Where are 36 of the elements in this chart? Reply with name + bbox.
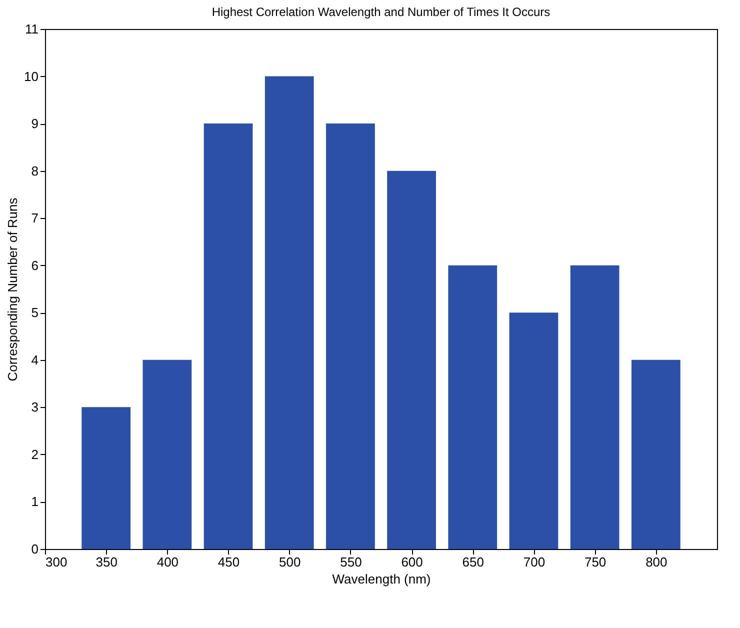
y-tick-label: 7 [31, 210, 38, 226]
bar [326, 124, 375, 549]
x-tick-label: 400 [156, 554, 179, 570]
y-tick-label: 11 [25, 22, 38, 36]
bar [509, 312, 558, 549]
x-tick-label: 350 [96, 554, 118, 570]
y-tick-label: 0 [31, 542, 38, 556]
y-tick-label: 10 [24, 68, 38, 84]
bar [204, 124, 253, 549]
x-tick-label: 800 [646, 554, 668, 570]
bar [82, 407, 131, 549]
x-tick-label: 600 [401, 554, 423, 570]
x-tick-label: 500 [279, 554, 301, 570]
x-tick-label: 700 [523, 554, 546, 570]
y-tick-label: 4 [31, 352, 38, 368]
bar [631, 360, 680, 549]
y-tick-label: 2 [31, 446, 38, 462]
x-tick-label: 650 [462, 554, 484, 570]
x-tick-label: 300 [46, 554, 68, 570]
y-tick-label: 5 [31, 305, 38, 320]
y-tick-label: 3 [31, 400, 38, 415]
x-tick-label: 450 [218, 554, 240, 570]
x-tick-label: 550 [340, 554, 362, 570]
chart-title: Highest Correlation Wavelength and Number of Times It Occurs [212, 5, 550, 19]
y-axis-title: Corresponding Number of Runs [5, 197, 20, 382]
y-tick-label: 1 [31, 494, 38, 510]
x-axis-title: Wavelength (nm) [332, 572, 431, 586]
y-tick-label: 6 [31, 258, 38, 273]
bar [142, 360, 192, 549]
bar [570, 265, 620, 549]
bar [387, 170, 436, 549]
y-tick-label: 8 [31, 163, 38, 178]
bar [264, 76, 314, 549]
x-tick-label: 750 [584, 554, 606, 570]
bar [448, 265, 498, 549]
y-tick-label: 9 [31, 116, 38, 132]
